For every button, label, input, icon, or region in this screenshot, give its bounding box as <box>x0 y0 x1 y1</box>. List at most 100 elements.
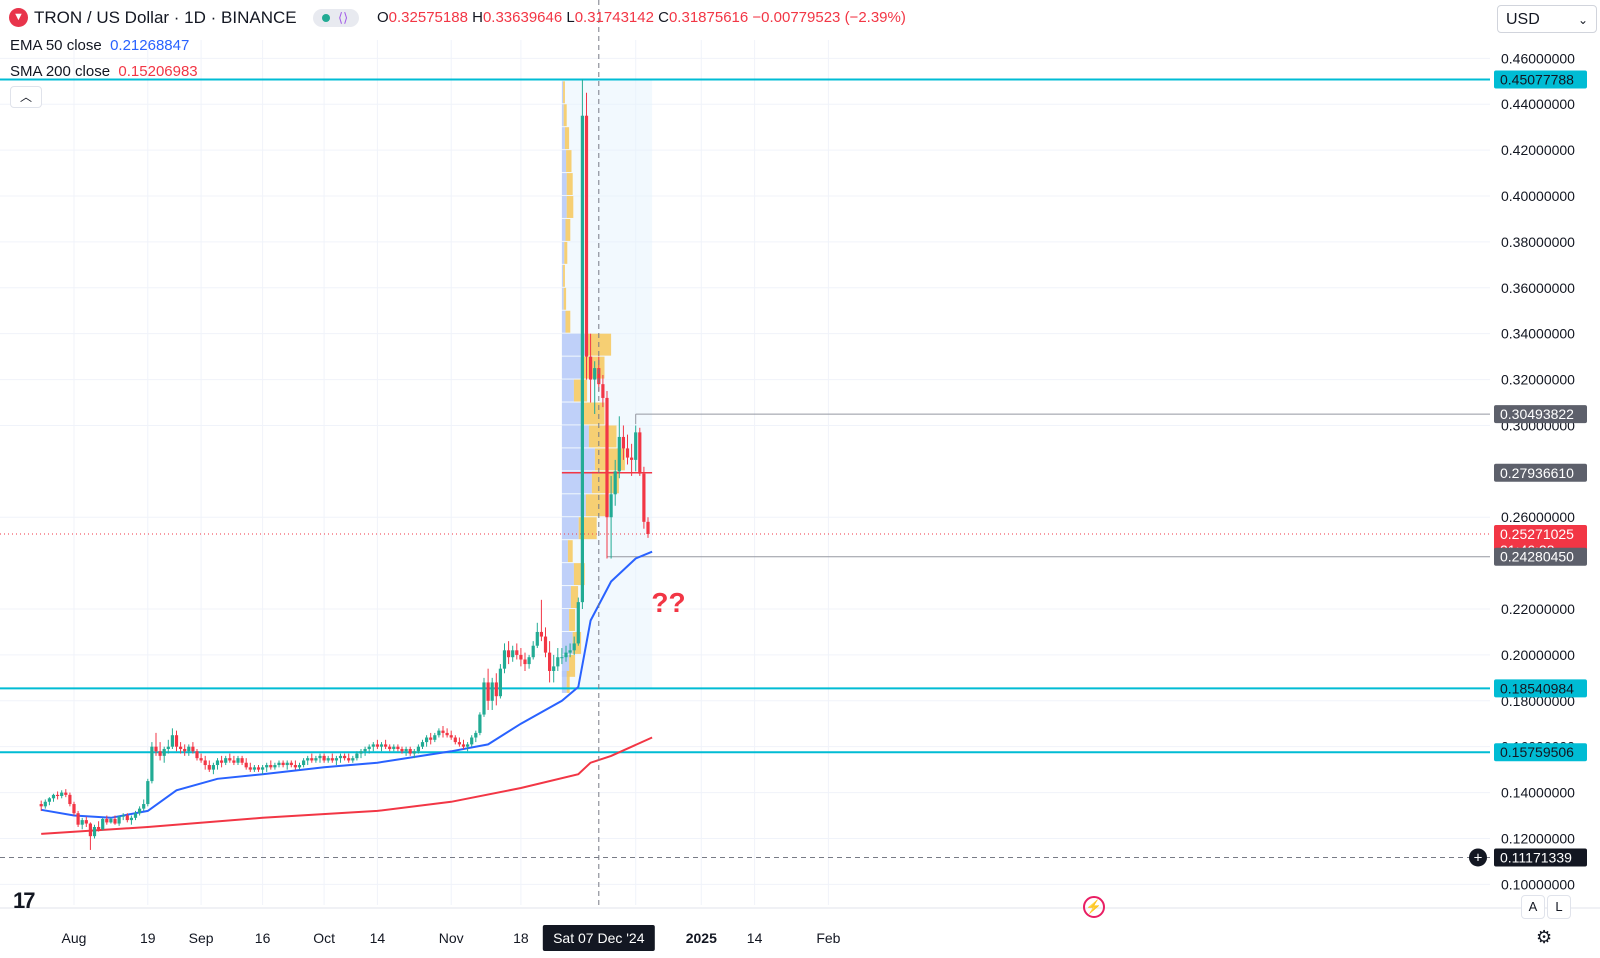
price-tick-label: 0.32000000 <box>1501 372 1575 388</box>
volume-profile-down-bar <box>594 448 625 471</box>
candle-body <box>584 115 589 357</box>
price-tick-label: 0.22000000 <box>1501 601 1575 617</box>
volume-profile-up-bar <box>561 333 586 356</box>
candle-body <box>269 765 273 768</box>
candle-body <box>400 748 404 752</box>
candle-body <box>359 751 363 754</box>
candle-body <box>187 746 191 752</box>
price-level-label: 0.45077788 <box>1500 72 1574 88</box>
chevron-down-icon: ⌄ <box>1577 13 1588 27</box>
candle-body <box>630 457 634 460</box>
volume-profile-up-bar <box>561 264 564 287</box>
candle-body <box>60 792 64 797</box>
candle-body <box>191 746 195 752</box>
market-status-pill[interactable]: ⟨⟩ <box>313 9 359 27</box>
candle-body <box>113 818 117 824</box>
time-tick-label: Nov <box>439 930 464 946</box>
time-tick-label: 14 <box>747 930 763 946</box>
time-axis[interactable]: Aug19Sep16Oct14Nov1816202514FebSat 07 De… <box>0 907 1600 951</box>
price-level-labels: 0.45077788 0.30493822 0.27936610 0.25271025… <box>1469 70 1587 867</box>
candle-body <box>289 762 293 766</box>
candle-body <box>519 654 523 660</box>
auto-scale-button[interactable]: A <box>1521 895 1545 919</box>
log-scale-button[interactable]: L <box>1547 895 1571 919</box>
volume-profile-down-bar <box>573 563 585 586</box>
candle-body <box>51 794 56 799</box>
candle-body <box>265 765 269 768</box>
ohlc-readout: O0.32575188 H0.33639646 L0.31743142 C0.3… <box>377 9 906 26</box>
currency-select[interactable]: USD ⌄ <box>1497 5 1597 33</box>
volume-profile-up-bar <box>561 586 571 609</box>
price-level-label: 0.24280450 <box>1500 549 1574 565</box>
candle-body <box>203 760 207 766</box>
volume-profile-down-bar <box>570 586 579 609</box>
price-level-label: 0.30493822 <box>1500 406 1574 422</box>
price-level-badge <box>1494 463 1587 482</box>
candle-body <box>56 794 60 797</box>
price-level-label: 0.18540984 <box>1500 680 1574 696</box>
candle-body <box>474 732 478 738</box>
sma-legend[interactable]: SMA 200 close 0.15206983 <box>10 63 198 80</box>
volume-profile-up-bar <box>561 471 592 494</box>
candle-body <box>507 650 511 658</box>
candle-body <box>179 746 183 749</box>
candle-body <box>515 650 519 655</box>
candle-body <box>404 748 408 752</box>
candle-body <box>68 794 72 805</box>
candle-body <box>314 758 318 761</box>
candle-body <box>646 521 650 534</box>
candle-body <box>433 735 437 740</box>
candle-body <box>343 755 347 759</box>
lightning-icon[interactable]: ⚡ <box>1083 896 1105 918</box>
candle-body <box>638 432 642 474</box>
candle-body <box>548 652 552 671</box>
price-levels <box>0 78 1490 858</box>
candle-body <box>256 767 261 770</box>
sma-200-line <box>41 736 653 835</box>
time-tick-label: 14 <box>370 930 386 946</box>
candle-body <box>572 643 576 651</box>
price-tick-label: 0.36000000 <box>1501 280 1575 296</box>
sma-label: SMA 200 close <box>10 63 111 80</box>
candle-body <box>498 668 502 697</box>
candle-body <box>224 758 228 763</box>
candle-body <box>310 758 314 761</box>
chevron-up-icon: ︿ <box>19 90 32 104</box>
settings-icon[interactable]: ⚙ <box>1536 927 1553 947</box>
volume-profile-up-bar <box>561 241 565 264</box>
price-tick-label: 0.40000000 <box>1501 188 1575 204</box>
candle-body <box>138 808 142 814</box>
candle-body <box>39 804 43 807</box>
volume-profile-down-bar <box>566 173 573 196</box>
volume-profile-up-bar <box>561 287 564 310</box>
candle-body <box>133 813 138 818</box>
time-tick-label: 18 <box>513 930 529 946</box>
price-tick-label: 0.14000000 <box>1501 785 1575 801</box>
candle-body <box>101 818 105 830</box>
ema-legend[interactable]: EMA 50 close 0.21268847 <box>10 37 189 54</box>
candle-body <box>129 817 133 821</box>
volume-profile-up-bar <box>561 494 586 517</box>
plus-icon: + <box>1474 849 1483 866</box>
candle-body <box>281 762 285 766</box>
candle-body <box>334 758 338 761</box>
candle-body <box>396 746 400 749</box>
volume-profile-down-bar <box>566 670 570 693</box>
volume-profile-down-bar <box>566 196 574 218</box>
volume-profile-up-bar <box>561 310 566 333</box>
symbol-title[interactable]: TRON / US Dollar · 1D · BINANCE <box>34 8 297 27</box>
time-tick-label: 19 <box>140 930 156 946</box>
candle-body <box>351 758 355 761</box>
candle-body <box>207 765 211 770</box>
question-annotation: ?? <box>651 587 685 618</box>
candle-body <box>388 746 392 749</box>
candle-body <box>162 748 166 756</box>
tradingview-logo-icon[interactable]: 17 <box>13 888 36 913</box>
candle-body <box>601 384 605 398</box>
candle-body <box>625 448 630 458</box>
candle-body <box>576 602 580 644</box>
collapse-legend-button[interactable]: ︿ <box>10 86 42 108</box>
volume-profile <box>561 81 653 693</box>
candle-body <box>306 758 310 761</box>
